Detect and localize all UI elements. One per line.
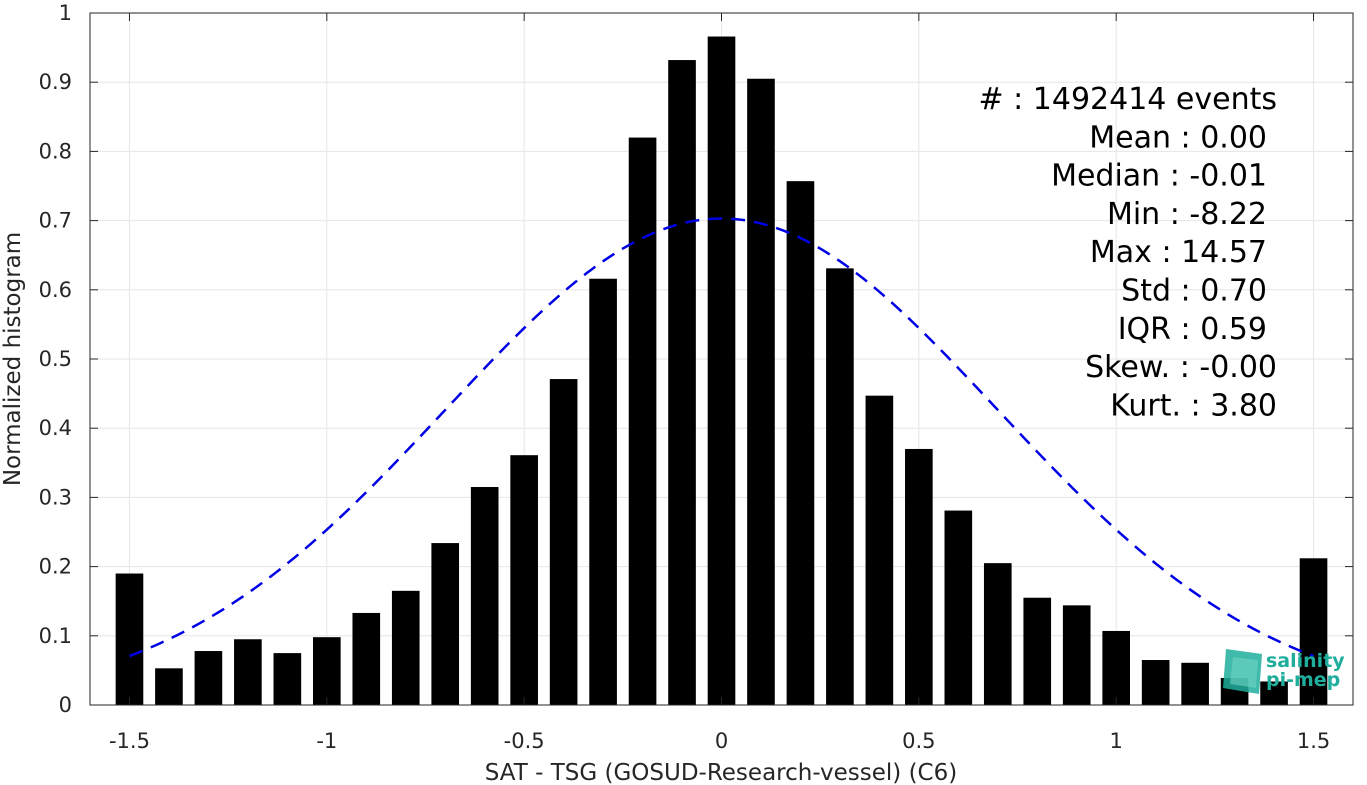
bar-0 [115,573,144,705]
logo-line2: pi-mep [1266,669,1340,691]
bar-23 [1023,597,1052,705]
y-tick-label-4: 0.4 [39,416,72,440]
x-tick-labels: -1.5 -1 -0.5 0 0.5 1 1.5 [109,729,1330,753]
bar-12 [589,278,617,705]
bar-16 [747,78,775,706]
x-tick-label-5: 1 [1110,729,1123,753]
x-tick-label-4: 0.5 [902,729,935,753]
bar-25 [1102,630,1131,705]
bar-3 [234,639,262,705]
y-tick-labels: 0 0.1 0.2 0.3 0.4 0.5 0.6 0.7 0.8 0.9 1 [39,1,72,717]
stats-line-5: Std : 0.70 [1121,274,1267,309]
stats-line-0: # : 1492414 events [978,82,1277,117]
bar-2 [194,651,223,705]
bar-8 [431,543,460,705]
stats-line-3: Min : -8.22 [1107,197,1267,232]
bar-18 [826,268,854,705]
bar-21 [944,510,973,705]
y-tick-label-7: 0.7 [39,209,72,233]
x-axis-label: SAT - TSG (GOSUD-Research-vessel) (C6) [485,760,957,785]
bar-20 [905,448,933,705]
y-tick-label-8: 0.8 [39,139,72,163]
bar-10 [510,455,538,705]
bar-17 [786,181,815,705]
stats-line-2: Median : -0.01 [1051,159,1267,194]
bar-30 [1299,558,1328,705]
y-tick-label-0: 0 [59,693,72,717]
y-tick-label-9: 0.9 [39,70,72,94]
stats-line-8: Kurt. : 3.80 [1110,388,1277,423]
x-tick-label-3: 0 [715,729,728,753]
logo-line1: salinity [1266,650,1345,672]
bar-1 [155,668,183,705]
stats-line-6: IQR : 0.59 [1118,312,1267,347]
bar-7 [391,590,420,705]
logo-icon-shade [1230,657,1258,688]
bars [115,36,1328,706]
bar-22 [983,563,1012,705]
bar-14 [668,60,696,705]
bar-27 [1181,662,1209,705]
salinity-pimep-logo: salinity pi-mep [1223,649,1345,694]
bar-29 [1260,681,1288,705]
bar-24 [1062,605,1091,705]
y-tick-label-5: 0.5 [39,347,72,371]
bar-26 [1141,660,1170,705]
stats-line-7: Skew. : -0.00 [1085,350,1277,385]
bar-4 [273,653,302,705]
stats-line-1: Mean : 0.00 [1089,120,1267,155]
gaussian-fit-curve [129,217,1314,658]
y-tick-label-1: 0.1 [39,624,72,648]
bar-13 [628,137,657,705]
y-tick-label-2: 0.2 [39,555,72,579]
x-tick-label-2: -0.5 [504,729,545,753]
y-tick-label-10: 1 [59,1,72,25]
x-tick-label-1: -1 [316,729,337,753]
bar-6 [352,612,381,705]
stats-line-4: Max : 14.57 [1090,235,1267,270]
x-tick-label-6: 1.5 [1297,729,1330,753]
bar-19 [865,395,894,705]
axis-ticks [90,12,1353,706]
y-axis-label: Normalized histogram [0,232,26,486]
bar-15 [707,36,736,705]
bar-5 [312,637,341,705]
x-tick-label-0: -1.5 [109,729,150,753]
y-tick-label-3: 0.3 [39,485,72,509]
y-tick-label-6: 0.6 [39,278,72,302]
bar-9 [470,487,499,705]
bar-11 [549,379,578,705]
